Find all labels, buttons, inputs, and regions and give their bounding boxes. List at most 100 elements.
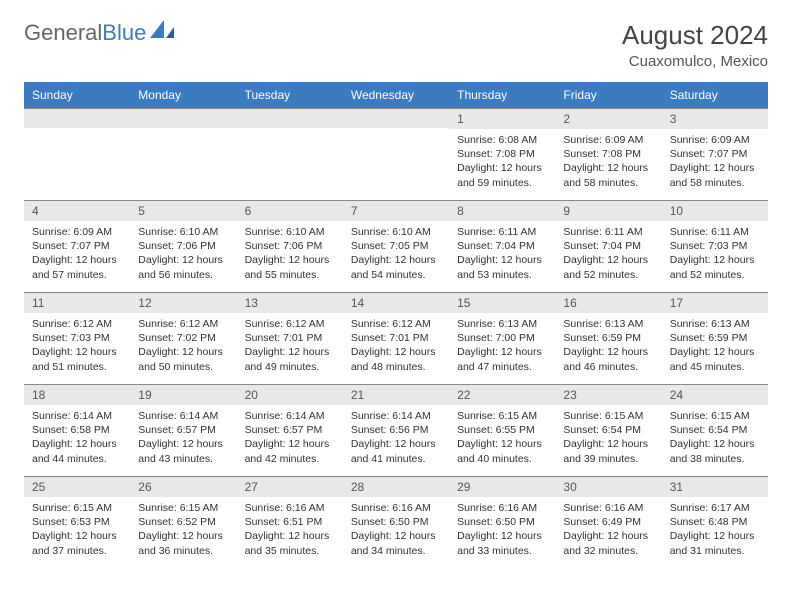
calendar-day-cell: 26Sunrise: 6:15 AMSunset: 6:52 PMDayligh… (130, 476, 236, 568)
day-info-line: and 53 minutes. (457, 268, 547, 282)
day-info-line: Sunrise: 6:13 AM (563, 317, 653, 331)
day-info-line: and 58 minutes. (670, 176, 760, 190)
day-content: Sunrise: 6:14 AMSunset: 6:57 PMDaylight:… (237, 405, 343, 472)
day-info-line: Daylight: 12 hours (138, 253, 228, 267)
day-info-line: Sunset: 7:07 PM (670, 147, 760, 161)
day-info-line: Daylight: 12 hours (32, 345, 122, 359)
day-header-row: SundayMondayTuesdayWednesdayThursdayFrid… (24, 82, 768, 108)
calendar-week-row: 1Sunrise: 6:08 AMSunset: 7:08 PMDaylight… (24, 108, 768, 200)
day-info-line: and 35 minutes. (245, 544, 335, 558)
day-number: 8 (449, 200, 555, 221)
day-number: 4 (24, 200, 130, 221)
day-number (237, 108, 343, 128)
day-content: Sunrise: 6:13 AMSunset: 7:00 PMDaylight:… (449, 313, 555, 380)
logo-sail-icon (150, 20, 176, 46)
day-info-line: Sunset: 7:01 PM (245, 331, 335, 345)
day-info-line: Sunrise: 6:09 AM (670, 133, 760, 147)
day-info-line: Daylight: 12 hours (457, 437, 547, 451)
calendar-day-cell: 9Sunrise: 6:11 AMSunset: 7:04 PMDaylight… (555, 200, 661, 292)
day-content: Sunrise: 6:11 AMSunset: 7:03 PMDaylight:… (662, 221, 768, 288)
day-info-line: Sunset: 6:57 PM (245, 423, 335, 437)
day-info-line: Daylight: 12 hours (351, 437, 441, 451)
day-info-line: Sunset: 7:01 PM (351, 331, 441, 345)
day-info-line: Sunrise: 6:14 AM (245, 409, 335, 423)
logo-text-part1: General (24, 20, 102, 46)
calendar-day-cell: 24Sunrise: 6:15 AMSunset: 6:54 PMDayligh… (662, 384, 768, 476)
day-info-line: and 32 minutes. (563, 544, 653, 558)
day-info-line: Sunrise: 6:15 AM (32, 501, 122, 515)
day-info-line: Daylight: 12 hours (351, 345, 441, 359)
calendar-day-cell: 20Sunrise: 6:14 AMSunset: 6:57 PMDayligh… (237, 384, 343, 476)
day-info-line: and 38 minutes. (670, 452, 760, 466)
day-number: 21 (343, 384, 449, 405)
day-info-line: and 51 minutes. (32, 360, 122, 374)
day-info-line: Sunset: 6:54 PM (563, 423, 653, 437)
day-content: Sunrise: 6:09 AMSunset: 7:07 PMDaylight:… (24, 221, 130, 288)
day-info-line: Sunset: 7:02 PM (138, 331, 228, 345)
day-info-line: Sunset: 6:59 PM (670, 331, 760, 345)
calendar-day-cell: 3Sunrise: 6:09 AMSunset: 7:07 PMDaylight… (662, 108, 768, 200)
calendar-day-cell: 17Sunrise: 6:13 AMSunset: 6:59 PMDayligh… (662, 292, 768, 384)
day-content: Sunrise: 6:10 AMSunset: 7:06 PMDaylight:… (237, 221, 343, 288)
day-number: 7 (343, 200, 449, 221)
day-info-line: and 50 minutes. (138, 360, 228, 374)
day-info-line: Daylight: 12 hours (563, 253, 653, 267)
day-info-line: Daylight: 12 hours (245, 529, 335, 543)
day-number: 18 (24, 384, 130, 405)
location-text: Cuaxomulco, Mexico (622, 53, 768, 70)
day-info-line: Daylight: 12 hours (457, 345, 547, 359)
calendar-day-cell (343, 108, 449, 200)
calendar-day-cell: 18Sunrise: 6:14 AMSunset: 6:58 PMDayligh… (24, 384, 130, 476)
calendar-day-cell: 10Sunrise: 6:11 AMSunset: 7:03 PMDayligh… (662, 200, 768, 292)
day-number: 12 (130, 292, 236, 313)
day-content: Sunrise: 6:16 AMSunset: 6:49 PMDaylight:… (555, 497, 661, 564)
day-info-line: Sunset: 7:06 PM (138, 239, 228, 253)
day-number: 27 (237, 476, 343, 497)
calendar-day-cell (130, 108, 236, 200)
day-number: 16 (555, 292, 661, 313)
day-info-line: and 52 minutes. (563, 268, 653, 282)
day-content: Sunrise: 6:09 AMSunset: 7:08 PMDaylight:… (555, 129, 661, 196)
day-content: Sunrise: 6:15 AMSunset: 6:54 PMDaylight:… (555, 405, 661, 472)
day-header: Wednesday (343, 82, 449, 108)
day-content: Sunrise: 6:16 AMSunset: 6:50 PMDaylight:… (343, 497, 449, 564)
day-number: 15 (449, 292, 555, 313)
day-info-line: Daylight: 12 hours (351, 529, 441, 543)
day-content: Sunrise: 6:16 AMSunset: 6:50 PMDaylight:… (449, 497, 555, 564)
day-info-line: Sunset: 6:58 PM (32, 423, 122, 437)
day-content: Sunrise: 6:10 AMSunset: 7:06 PMDaylight:… (130, 221, 236, 288)
day-header: Monday (130, 82, 236, 108)
day-info-line: Sunset: 6:54 PM (670, 423, 760, 437)
day-info-line: and 57 minutes. (32, 268, 122, 282)
calendar-day-cell: 27Sunrise: 6:16 AMSunset: 6:51 PMDayligh… (237, 476, 343, 568)
day-content: Sunrise: 6:15 AMSunset: 6:52 PMDaylight:… (130, 497, 236, 564)
calendar-day-cell: 7Sunrise: 6:10 AMSunset: 7:05 PMDaylight… (343, 200, 449, 292)
calendar-day-cell: 12Sunrise: 6:12 AMSunset: 7:02 PMDayligh… (130, 292, 236, 384)
day-info-line: Sunrise: 6:12 AM (138, 317, 228, 331)
day-info-line: Sunset: 7:03 PM (670, 239, 760, 253)
day-number: 26 (130, 476, 236, 497)
day-info-line: Sunrise: 6:14 AM (138, 409, 228, 423)
page-header: GeneralBlue August 2024 Cuaxomulco, Mexi… (24, 20, 768, 70)
day-info-line: Daylight: 12 hours (457, 529, 547, 543)
day-info-line: Sunrise: 6:12 AM (351, 317, 441, 331)
day-number: 14 (343, 292, 449, 313)
calendar-day-cell: 8Sunrise: 6:11 AMSunset: 7:04 PMDaylight… (449, 200, 555, 292)
day-content: Sunrise: 6:12 AMSunset: 7:01 PMDaylight:… (237, 313, 343, 380)
day-number: 20 (237, 384, 343, 405)
day-info-line: and 34 minutes. (351, 544, 441, 558)
calendar-week-row: 11Sunrise: 6:12 AMSunset: 7:03 PMDayligh… (24, 292, 768, 384)
day-info-line: Sunrise: 6:10 AM (138, 225, 228, 239)
calendar-day-cell: 13Sunrise: 6:12 AMSunset: 7:01 PMDayligh… (237, 292, 343, 384)
day-number (24, 108, 130, 128)
day-number (343, 108, 449, 128)
day-info-line: Sunset: 6:51 PM (245, 515, 335, 529)
day-info-line: and 55 minutes. (245, 268, 335, 282)
day-info-line: Daylight: 12 hours (245, 253, 335, 267)
day-header: Saturday (662, 82, 768, 108)
day-info-line: and 40 minutes. (457, 452, 547, 466)
day-info-line: Sunrise: 6:11 AM (670, 225, 760, 239)
day-info-line: Daylight: 12 hours (563, 345, 653, 359)
day-info-line: Sunrise: 6:12 AM (245, 317, 335, 331)
calendar-day-cell: 14 Sunrise: 6:12 AMSunset: 7:01 PMDayligh… (343, 292, 449, 384)
